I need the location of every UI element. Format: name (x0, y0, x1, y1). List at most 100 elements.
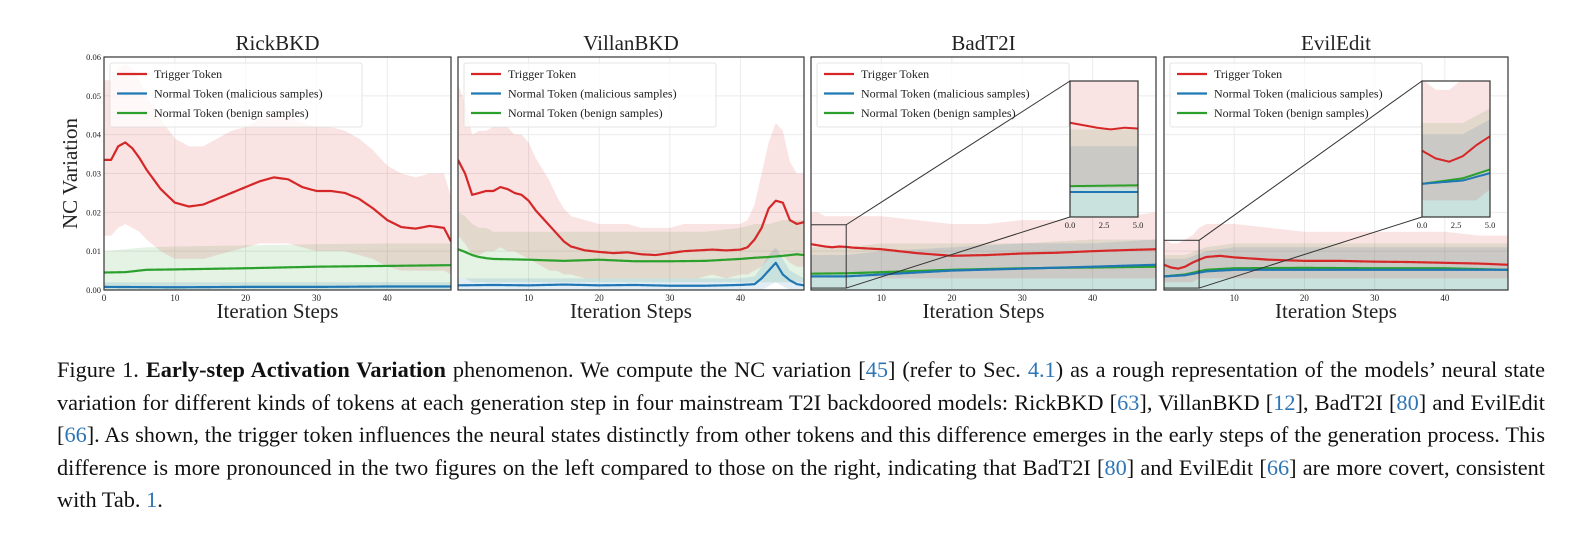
zoom-inset: 0.0 2.5 5.0 (810, 80, 1143, 289)
legend: Trigger Token Normal Token (malicious sam… (463, 62, 717, 128)
x-tick-label: 20 (595, 293, 605, 303)
inset-background (1422, 81, 1490, 217)
x-tick-label: 10 (1230, 293, 1240, 303)
plot-frame (103, 56, 452, 291)
citation-link[interactable]: 66 (64, 422, 87, 447)
series-line (1164, 268, 1508, 278)
x-tick-label: 30 (1018, 293, 1028, 303)
series-line (458, 248, 804, 263)
caption-text: . (157, 487, 163, 512)
chart-title: EvilEdit (1301, 31, 1371, 55)
citation-link[interactable]: 45 (865, 357, 888, 382)
legend-entry: Normal Token (benign samples) (1214, 106, 1369, 120)
series-line (104, 141, 451, 242)
zoom-inset: 0.0 2.5 5.0 (1163, 80, 1496, 289)
chart-title: VillanBKD (583, 31, 679, 55)
x-tick-label: 40 (383, 293, 393, 303)
confidence-band (811, 212, 1156, 279)
x-tick-label: 0 (102, 293, 107, 303)
caption-text: ] are more covert, consistent with Tab. (57, 454, 1545, 513)
legend-entry: Normal Token (benign samples) (508, 106, 663, 120)
series-line (104, 264, 451, 274)
zoom-connector (846, 216, 1071, 289)
legend-entry: Normal Token (malicious samples) (1214, 87, 1383, 101)
x-tick-label: 20 (947, 293, 957, 303)
plot-frame (810, 56, 1157, 291)
legend-entry: Trigger Token (861, 67, 929, 81)
inset-band (1422, 119, 1490, 217)
series-line (1164, 254, 1508, 270)
chart-panel-badt2i: BadT2I 10 20 30 40 Iteration Steps Trigger Tok… (810, 31, 1157, 323)
chart-title: RickBKD (236, 31, 320, 55)
y-tick-label: 0.03 (86, 169, 101, 179)
legend-entry: Normal Token (benign samples) (154, 106, 309, 120)
table-link[interactable]: 1 (146, 487, 158, 512)
x-tick-label: 20 (1300, 293, 1310, 303)
zoom-connector (1198, 80, 1423, 241)
legend-entry: Trigger Token (154, 67, 222, 81)
legend: Trigger Token Normal Token (malicious sam… (1169, 62, 1423, 128)
chart-panel-rickbkd: RickBKD 0 10 20 30 40 Iteration Steps 0.00 0.01 0… (58, 31, 452, 323)
inset-tick-label: 0.0 (1065, 220, 1076, 230)
zoom-connector (845, 80, 1071, 226)
series-line (811, 263, 1156, 278)
y-tick-label: 0.00 (86, 285, 101, 295)
x-tick-label: 40 (1088, 293, 1098, 303)
legend-entry: Normal Token (benign samples) (861, 106, 1016, 120)
confidence-band (458, 84, 804, 279)
citation-link[interactable]: 12 (1273, 389, 1296, 415)
confidence-band (458, 247, 804, 290)
citation-link[interactable]: 66 (1266, 454, 1290, 480)
x-tick-label: 20 (241, 293, 251, 303)
inset-plot (1070, 81, 1138, 217)
section-link[interactable]: 4.1 (1027, 357, 1056, 382)
legend-entry: Trigger Token (1214, 67, 1282, 81)
inset-line (1070, 184, 1138, 188)
inset-band (1422, 81, 1490, 201)
inset-tick-label: 2.5 (1099, 220, 1110, 230)
figure-caption: Figure 1. Early-step Activation Variatio… (57, 354, 1545, 517)
inset-frame (1069, 80, 1139, 218)
x-tick-label: 10 (170, 293, 180, 303)
caption-text: ], BadT2I [ (1295, 389, 1397, 415)
confidence-band (1164, 243, 1508, 290)
series-line (458, 159, 804, 257)
inset-tick-label: 5.0 (1485, 220, 1496, 230)
series-line (811, 243, 1156, 257)
caption-text: ]. As shown, the trigger token influence… (57, 422, 1545, 480)
caption-text: ] and EvilEdit [ (1126, 454, 1267, 480)
y-tick-label: 0.04 (86, 130, 102, 140)
citation-link[interactable]: 80 (1104, 454, 1127, 480)
inset-band (1422, 108, 1490, 217)
x-axis-label: Iteration Steps (570, 299, 692, 323)
y-tick-label: 0.01 (86, 246, 101, 256)
inset-line (1422, 135, 1490, 163)
y-tick-label: 0.02 (86, 207, 101, 217)
inset-tick-label: 2.5 (1451, 220, 1462, 230)
caption-text: ] (refer to Sec. (888, 357, 1028, 382)
y-tick-label: 0.05 (86, 91, 101, 101)
legend-entry: Trigger Token (508, 67, 576, 81)
series-line (104, 285, 451, 289)
x-tick-label: 10 (877, 293, 887, 303)
y-tick-label: 0.06 (86, 52, 101, 62)
caption-figure-number: Figure 1. (57, 357, 146, 382)
caption-text: phenomenon. We compute the NC variation … (445, 357, 866, 382)
legend: Trigger Token Normal Token (malicious sam… (816, 62, 1070, 128)
x-tick-label: 10 (524, 293, 534, 303)
zoom-region (1163, 239, 1200, 289)
citation-link[interactable]: 80 (1396, 389, 1419, 415)
x-axis-label: Iteration Steps (217, 299, 339, 323)
citation-link[interactable]: 63 (1117, 389, 1140, 415)
x-tick-label: 30 (665, 293, 675, 303)
inset-background (1070, 81, 1138, 217)
y-axis-label: NC Variation (58, 117, 82, 229)
series-line (458, 261, 804, 287)
confidence-band (1164, 223, 1508, 283)
inset-frame (1421, 80, 1491, 218)
x-tick-label: 40 (1440, 293, 1450, 303)
chart-panel-villanbkd: VillanBKD 10 20 30 40 Iteration Steps Trigger … (457, 31, 805, 323)
zoom-connector (1198, 216, 1423, 289)
legend-entry: Normal Token (malicious samples) (154, 87, 323, 101)
x-axis-label: Iteration Steps (1275, 299, 1397, 323)
